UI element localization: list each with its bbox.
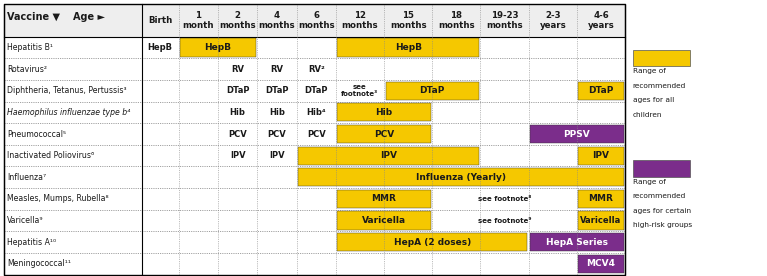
Bar [578, 147, 624, 165]
Text: MMR: MMR [371, 194, 397, 203]
Bar [4, 4, 625, 37]
Text: Inactivated Poliovirus⁶: Inactivated Poliovirus⁶ [7, 151, 94, 160]
Bar [337, 103, 431, 121]
Text: high-risk groups: high-risk groups [633, 222, 692, 228]
Text: RV: RV [231, 65, 244, 74]
Text: IPV: IPV [230, 151, 245, 160]
Bar [337, 190, 431, 208]
Bar [633, 50, 690, 66]
Text: Diphtheria, Tetanus, Pertussis³: Diphtheria, Tetanus, Pertussis³ [7, 86, 127, 95]
Text: Varicella: Varicella [362, 216, 406, 225]
Text: Measles, Mumps, Rubella⁸: Measles, Mumps, Rubella⁸ [7, 194, 108, 203]
Text: 15
months: 15 months [390, 11, 426, 30]
Text: DTaP: DTaP [420, 86, 445, 95]
Text: Hib: Hib [269, 108, 285, 117]
Bar [530, 233, 624, 251]
Text: 18
months: 18 months [438, 11, 475, 30]
Text: 4-6
years: 4-6 years [588, 11, 614, 30]
Bar [4, 4, 625, 275]
Text: see footnote⁹: see footnote⁹ [478, 217, 532, 224]
Text: 4
months: 4 months [258, 11, 295, 30]
Text: ages for all: ages for all [633, 97, 674, 103]
Text: Hib: Hib [230, 108, 245, 117]
Bar [578, 82, 624, 100]
Text: Hib⁴: Hib⁴ [306, 108, 326, 117]
Bar [337, 38, 479, 57]
Bar [578, 255, 624, 273]
Text: Haemophilus influenzae type b⁴: Haemophilus influenzae type b⁴ [7, 108, 130, 117]
Bar [633, 160, 690, 177]
Text: PCV: PCV [229, 129, 247, 139]
Text: children: children [633, 112, 662, 118]
Text: Varicella⁹: Varicella⁹ [7, 216, 44, 225]
Text: ages for certain: ages for certain [633, 208, 691, 214]
Text: Hepatitis A¹⁰: Hepatitis A¹⁰ [7, 238, 56, 247]
Text: see footnote⁸: see footnote⁸ [478, 196, 532, 202]
Text: DTaP: DTaP [588, 86, 614, 95]
Bar [180, 38, 255, 57]
Text: HepB: HepB [205, 43, 232, 52]
Text: 19-23
months: 19-23 months [486, 11, 523, 30]
Text: MMR: MMR [588, 194, 614, 203]
Bar [386, 82, 479, 100]
Text: Age ►: Age ► [73, 12, 105, 22]
Text: 2
months: 2 months [219, 11, 256, 30]
Bar [298, 168, 624, 186]
Text: DTaP: DTaP [226, 86, 249, 95]
Text: recommended: recommended [633, 193, 686, 199]
Text: see
footnote³: see footnote³ [341, 84, 379, 97]
Text: IPV: IPV [592, 151, 610, 160]
Text: HepA Series: HepA Series [546, 238, 608, 247]
Text: DTaP: DTaP [304, 86, 328, 95]
Text: MCV4: MCV4 [587, 259, 615, 268]
Text: RV²: RV² [308, 65, 324, 74]
Text: HepB: HepB [395, 43, 422, 52]
Text: DTaP: DTaP [265, 86, 288, 95]
Text: Vaccine ▼: Vaccine ▼ [7, 12, 60, 22]
Text: Hepatitis B¹: Hepatitis B¹ [7, 43, 53, 52]
Bar [337, 125, 431, 143]
Bar [337, 211, 431, 230]
Text: 12
months: 12 months [341, 11, 378, 30]
Text: Varicella: Varicella [581, 216, 621, 225]
Text: IPV: IPV [269, 151, 285, 160]
Text: Influenza (Yearly): Influenza (Yearly) [416, 173, 505, 182]
Text: HepA (2 doses): HepA (2 doses) [393, 238, 471, 247]
Bar [578, 211, 624, 230]
Text: recommended: recommended [633, 83, 686, 89]
Text: Hib: Hib [376, 108, 393, 117]
Text: 1
month: 1 month [183, 11, 214, 30]
Text: HepB: HepB [148, 43, 173, 52]
Text: Meningococcal¹¹: Meningococcal¹¹ [7, 259, 71, 268]
Text: PCV: PCV [268, 129, 286, 139]
Text: IPV: IPV [380, 151, 397, 160]
Bar [298, 147, 479, 165]
Text: Range of: Range of [633, 179, 666, 185]
Text: Rotavirus²: Rotavirus² [7, 65, 47, 74]
Text: RV: RV [271, 65, 284, 74]
Text: PCV: PCV [307, 129, 325, 139]
Text: PCV: PCV [374, 129, 394, 139]
Text: Range of: Range of [633, 68, 666, 75]
Text: Birth: Birth [148, 16, 173, 25]
Text: Pneumococcal⁵: Pneumococcal⁵ [7, 129, 66, 139]
Text: 2-3
years: 2-3 years [539, 11, 566, 30]
Text: Influenza⁷: Influenza⁷ [7, 173, 46, 182]
Text: PPSV: PPSV [564, 129, 591, 139]
Bar [530, 125, 624, 143]
Text: 6
months: 6 months [298, 11, 334, 30]
Bar [578, 190, 624, 208]
Bar [337, 233, 527, 251]
